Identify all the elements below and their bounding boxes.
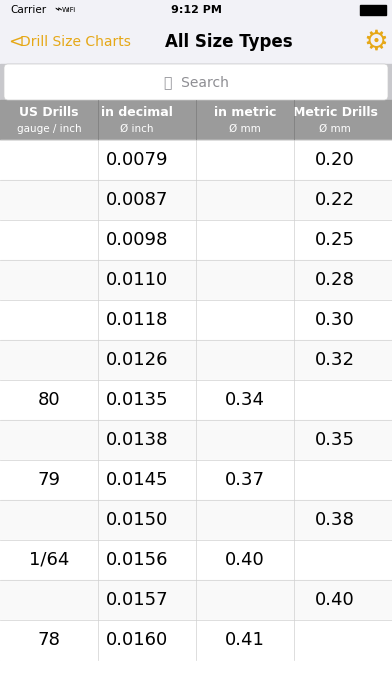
Text: 79: 79 [38,471,60,489]
Bar [0,64,392,100]
Bar [360,5,386,15]
Bar [0,180,392,220]
Bar [0,380,392,420]
Text: Drill Size Charts: Drill Size Charts [20,35,131,49]
Text: 0.0118: 0.0118 [106,311,168,329]
Bar [0,540,392,580]
Text: 0.28: 0.28 [315,271,355,289]
Text: 0.32: 0.32 [315,351,355,369]
Text: WiFi: WiFi [62,7,76,13]
Text: All Size Types: All Size Types [165,33,292,51]
Text: ⌁: ⌁ [54,3,62,17]
Text: 0.38: 0.38 [315,511,355,529]
Bar [0,580,392,620]
Text: 0.40: 0.40 [225,551,265,569]
Bar [0,220,392,260]
Bar [0,660,392,696]
Text: 0.20: 0.20 [315,151,355,169]
Text: 0.0138: 0.0138 [106,431,168,449]
Text: 0.0135: 0.0135 [106,391,168,409]
Text: 0.22: 0.22 [315,191,355,209]
Text: 0.0087: 0.0087 [106,191,168,209]
Bar [0,460,392,500]
Text: 0.37: 0.37 [225,471,265,489]
Text: <: < [8,33,23,51]
Bar [0,420,392,460]
Text: 0.30: 0.30 [315,311,355,329]
Text: 0.0098: 0.0098 [106,231,168,249]
Text: US Drills: US Drills [19,106,79,119]
Bar [0,140,392,180]
Bar [0,300,392,340]
Bar [0,340,392,380]
Text: 0.40: 0.40 [315,591,355,609]
Bar [0,620,392,660]
FancyBboxPatch shape [4,64,388,100]
Text: Carrier: Carrier [10,5,46,15]
Bar [0,20,392,64]
Text: Metric Drills: Metric Drills [292,106,377,119]
Text: 80: 80 [38,391,60,409]
Text: 0.25: 0.25 [315,231,355,249]
Text: 0.0110: 0.0110 [106,271,168,289]
Bar [0,260,392,300]
Text: 0.0126: 0.0126 [106,351,168,369]
Text: Ø mm: Ø mm [319,124,351,134]
Text: gauge / inch: gauge / inch [17,124,81,134]
Bar [0,100,392,140]
Text: 0.41: 0.41 [225,631,265,649]
Bar [0,500,392,540]
Text: 0.0160: 0.0160 [106,631,168,649]
Text: in metric: in metric [214,106,276,119]
Text: 0.35: 0.35 [315,431,355,449]
Text: 0.0157: 0.0157 [106,591,168,609]
Text: 1/64: 1/64 [29,551,69,569]
Bar [0,0,392,20]
Text: 🔍  Search: 🔍 Search [163,75,229,89]
Text: 0.0156: 0.0156 [106,551,168,569]
Text: Ø mm: Ø mm [229,124,261,134]
Text: 78: 78 [38,631,60,649]
Text: 0.0150: 0.0150 [106,511,168,529]
Text: in decimal: in decimal [101,106,173,119]
Text: ⚙: ⚙ [363,28,388,56]
Text: 0.34: 0.34 [225,391,265,409]
Text: 9:12 PM: 9:12 PM [171,5,221,15]
Text: Ø inch: Ø inch [120,124,154,134]
Text: 0.0079: 0.0079 [106,151,168,169]
Text: 0.0145: 0.0145 [106,471,168,489]
